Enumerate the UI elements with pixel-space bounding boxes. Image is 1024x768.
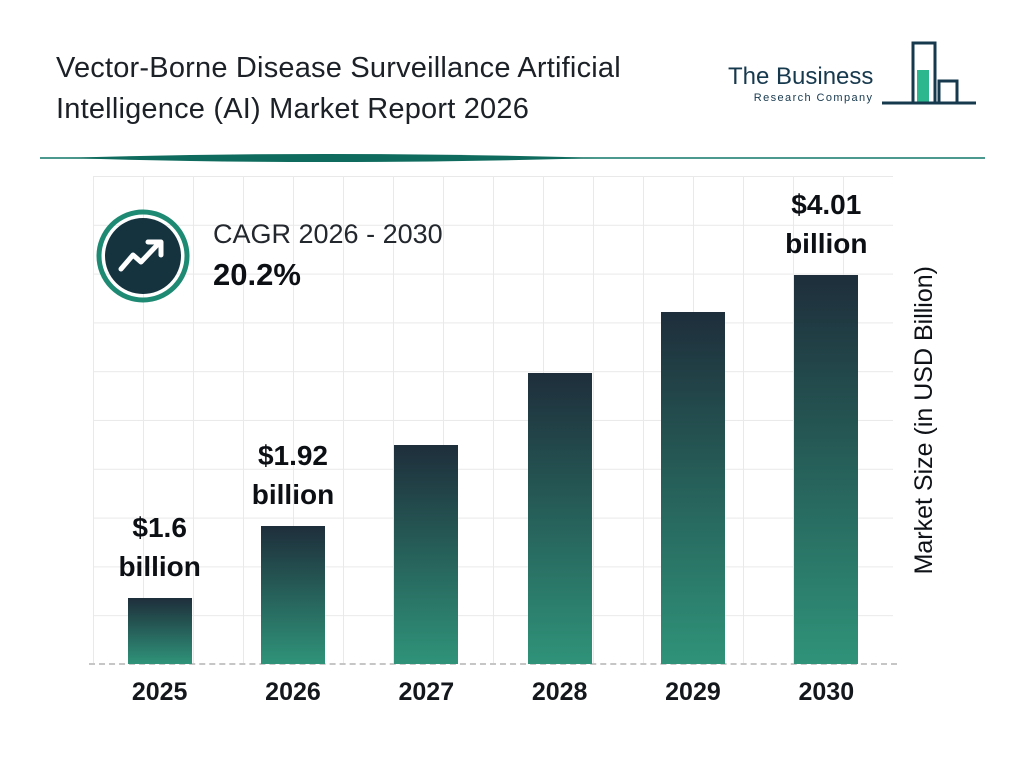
x-axis-label-2030: 2030 — [798, 678, 855, 706]
cagr-label: CAGR 2026 - 2030 — [213, 219, 443, 249]
x-axis-label-2027: 2027 — [398, 678, 455, 706]
bar-slot-2029 — [626, 176, 759, 664]
cagr-text: CAGR 2026 - 2030 20.2% — [213, 219, 443, 293]
cagr-value: 20.2% — [213, 257, 301, 292]
bar-slot-2028 — [493, 176, 626, 664]
bar-slot-2030: $4.01 billion — [760, 176, 893, 664]
page-title: Vector-Borne Disease Surveillance Artifi… — [56, 52, 621, 126]
bar-slot-2027 — [360, 176, 493, 664]
x-axis-baseline — [89, 663, 897, 665]
x-axis-label-2025: 2025 — [131, 678, 188, 706]
bars-container: $1.6 billion $1.92 billion $4.01 billion — [93, 176, 893, 664]
bar-value-label-2026: $1.92 billion — [251, 439, 335, 511]
logo-subname: Research Company — [753, 92, 874, 105]
bar-2029 — [660, 311, 725, 664]
bar-2028 — [527, 372, 592, 664]
x-axis-label-2028: 2028 — [531, 678, 588, 706]
divider — [40, 150, 985, 166]
cagr-badge: CAGR 2026 - 2030 20.2% — [95, 208, 443, 304]
bar-2027 — [394, 444, 459, 664]
bar-2030 — [794, 275, 859, 664]
bar-2025 — [127, 597, 192, 664]
trending-up-icon — [96, 209, 190, 303]
bar-slot-2026: $1.92 billion — [226, 176, 359, 664]
x-axis-label-2026: 2026 — [265, 678, 321, 706]
chart-plot-area: $1.6 billion $1.92 billion $4.01 billion — [89, 176, 897, 665]
company-logo-text: The Business Research Company — [728, 40, 873, 104]
x-axis-labels: 2025 2026 2027 2028 2029 2030 — [93, 678, 893, 707]
bar-value-label-2025: $1.6 billion — [118, 511, 201, 582]
y-axis-title-text: Market Size (in USD Billion) — [909, 265, 938, 575]
y-axis-title: Market Size (in USD Billion) — [900, 176, 948, 664]
logo-name: The Business — [728, 63, 874, 90]
logo-bar-chart-icon — [882, 41, 977, 105]
bar-value-label-2030: $4.01 billion — [785, 188, 868, 259]
bar-slot-2025: $1.6 billion — [93, 176, 226, 664]
x-axis-label-2029: 2029 — [665, 678, 721, 706]
company-logo: The Business Research Company — [728, 40, 979, 112]
bar-2026 — [260, 526, 325, 664]
